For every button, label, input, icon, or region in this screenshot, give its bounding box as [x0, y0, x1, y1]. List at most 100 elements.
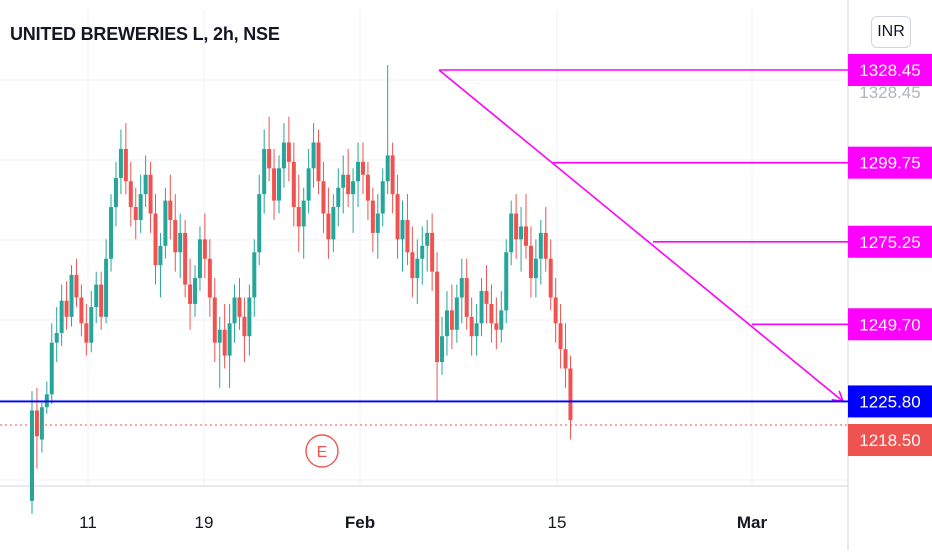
candle-85 — [449, 284, 454, 350]
candle-body-44 — [247, 297, 252, 337]
candle-body-107 — [558, 323, 563, 350]
candle-body-16 — [109, 207, 114, 259]
candle-107 — [558, 303, 563, 369]
candle-74 — [395, 174, 400, 259]
candle-body-23 — [143, 174, 148, 195]
price-badge-4-bg — [848, 385, 932, 418]
candle-body-9 — [74, 274, 79, 298]
candle-body-83 — [440, 336, 445, 363]
candle-body-67 — [360, 161, 365, 175]
candle-20 — [128, 161, 133, 227]
candle-body-79 — [420, 245, 425, 259]
currency-button[interactable]: INR — [871, 16, 911, 48]
candle-body-28 — [168, 200, 173, 220]
price-badge-current-text: 1218.50 — [859, 431, 920, 450]
candle-body-104 — [543, 232, 548, 259]
candle-62 — [336, 168, 341, 227]
x-tick-label-3: 15 — [548, 513, 567, 532]
candle-body-99 — [519, 226, 524, 240]
candle-68 — [365, 161, 370, 220]
candle-body-57 — [311, 142, 316, 169]
candle-body-105 — [548, 258, 553, 298]
candle-body-73 — [390, 155, 395, 195]
candle-89 — [469, 297, 474, 356]
candle-105 — [548, 239, 553, 311]
candle-54 — [296, 174, 301, 253]
candle-4 — [49, 323, 54, 405]
candle-64 — [346, 148, 351, 208]
candle-body-45 — [252, 252, 257, 298]
candle-29 — [173, 194, 178, 272]
candle-27 — [163, 187, 168, 259]
candle-63 — [341, 155, 346, 214]
candle-body-12 — [89, 307, 94, 343]
candle-71 — [380, 168, 385, 227]
candle-73 — [390, 142, 395, 214]
candle-78 — [415, 239, 420, 304]
candle-39 — [222, 303, 227, 369]
candle-69 — [370, 187, 375, 253]
candle-body-58 — [316, 142, 321, 182]
candle-body-41 — [232, 297, 237, 324]
candle-body-91 — [479, 291, 484, 324]
candle-body-61 — [331, 207, 336, 240]
candle-52 — [286, 116, 291, 182]
candle-body-80 — [425, 232, 430, 246]
candle-21 — [133, 187, 138, 240]
price-badge-4-text: 1225.80 — [859, 392, 920, 411]
candle-body-76 — [405, 219, 410, 253]
candle-body-42 — [237, 297, 242, 317]
candle-104 — [543, 207, 548, 272]
candle-13 — [94, 271, 99, 324]
candle-77 — [410, 226, 415, 298]
candle-45 — [252, 239, 257, 317]
candle-body-85 — [449, 310, 454, 330]
trendline-arrow — [438, 69, 843, 401]
candle-108 — [563, 323, 568, 388]
candle-body-17 — [113, 178, 118, 208]
candle-body-88 — [464, 278, 469, 317]
candle-body-20 — [128, 181, 133, 208]
candle-body-90 — [474, 323, 479, 337]
candle-43 — [242, 297, 247, 363]
candle-26 — [158, 232, 163, 298]
candle-body-33 — [193, 278, 198, 304]
candle-16 — [109, 194, 114, 272]
x-tick-label-0: 11 — [79, 513, 97, 532]
candle-102 — [533, 239, 538, 298]
chart-title: UNITED BREWERIES L, 2h, NSE — [10, 24, 280, 44]
candle-body-102 — [533, 258, 538, 279]
candle-body-108 — [563, 349, 568, 369]
candle-30 — [178, 213, 183, 279]
candle-84 — [444, 291, 449, 356]
candle-95 — [499, 291, 504, 343]
event-marker-circle — [305, 434, 339, 468]
candle-body-84 — [444, 310, 449, 337]
candle-79 — [420, 226, 425, 285]
candle-body-35 — [202, 239, 207, 259]
candle-40 — [227, 303, 232, 388]
candle-body-53 — [291, 161, 296, 208]
candle-17 — [113, 161, 118, 227]
candle-body-5 — [54, 332, 59, 343]
candle-body-6 — [59, 300, 64, 333]
candle-48 — [267, 116, 272, 182]
candle-55 — [301, 187, 306, 259]
price-badge-3-text: 1249.70 — [859, 315, 920, 334]
candle-53 — [291, 142, 296, 227]
candle-body-62 — [336, 187, 341, 208]
price-badge-1-text: 1299.75 — [859, 154, 920, 173]
candle-5 — [54, 307, 59, 363]
candle-body-22 — [138, 194, 143, 220]
candle-47 — [262, 129, 267, 214]
candle-body-13 — [94, 284, 99, 308]
x-tick-label-4: Mar — [737, 513, 768, 532]
candle-body-100 — [524, 226, 528, 246]
candle-body-92 — [484, 291, 489, 304]
candle-body-56 — [306, 168, 311, 201]
price-badge-0-text: 1328.45 — [859, 61, 920, 80]
candle-body-51 — [281, 142, 286, 169]
candle-61 — [331, 194, 336, 253]
